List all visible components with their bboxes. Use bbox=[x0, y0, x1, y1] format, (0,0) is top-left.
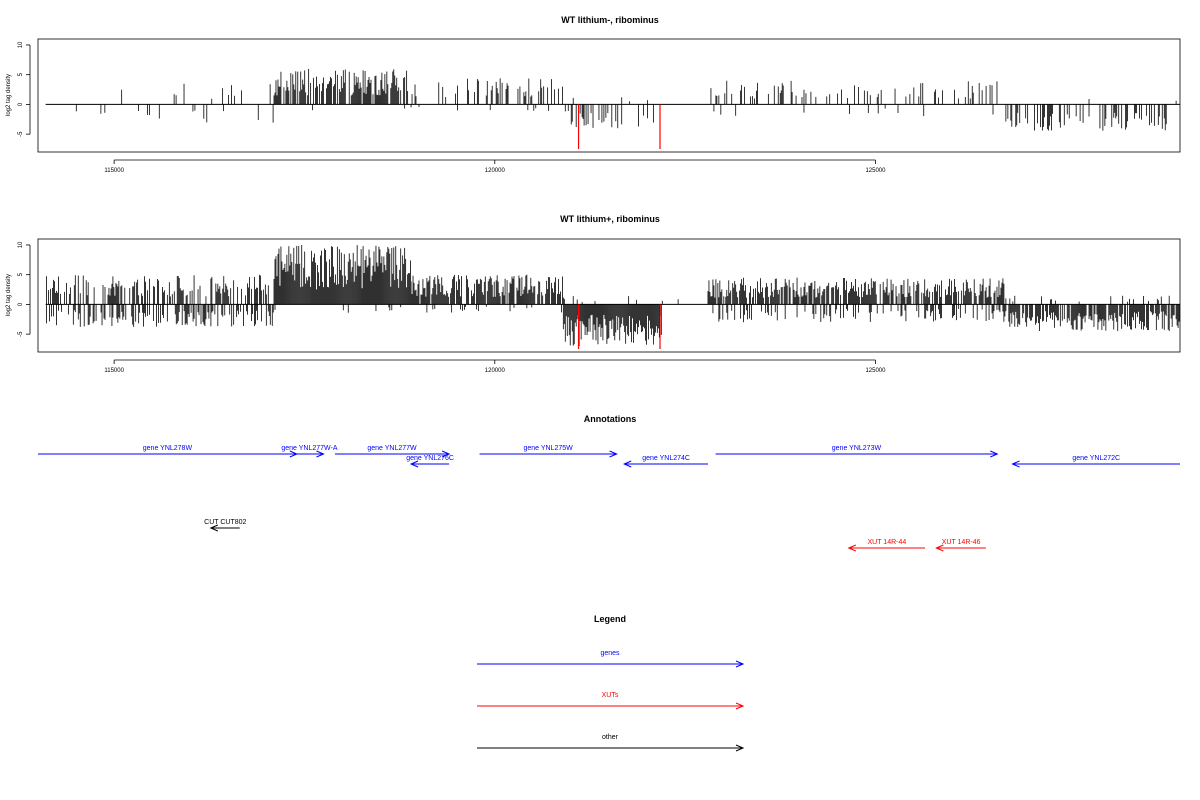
feature-label: gene YNL277W-A bbox=[281, 445, 337, 452]
legend-label: XUTs bbox=[602, 692, 619, 699]
feature-group: gene YNL278W gene YNL277W-A gene YNL277W ge… bbox=[38, 445, 1180, 552]
arrowhead bbox=[735, 702, 745, 710]
arrowhead bbox=[990, 450, 999, 458]
feature-gene: gene YNL272C bbox=[1011, 455, 1180, 468]
arrowhead bbox=[622, 460, 632, 468]
arrowhead bbox=[935, 544, 944, 552]
y-axis-label: log2 tag density bbox=[6, 74, 12, 116]
x-tick-label: 115000 bbox=[104, 368, 124, 374]
x-tick-label: 120000 bbox=[485, 168, 506, 174]
feature-label: CUT CUT802 bbox=[204, 519, 246, 526]
feature-other: CUT CUT802 bbox=[204, 519, 247, 532]
axes: -5 0 5 10 115000 120000 125000 bbox=[18, 41, 886, 174]
feature-xut: XUT 14R-44 bbox=[847, 539, 925, 552]
feature-label: gene YNL277W bbox=[367, 445, 417, 452]
legend-item-xut: XUTs bbox=[477, 692, 745, 710]
track-panel-lithium-plus: WT lithium+, ribominus -5 0 5 10 115000 12000… bbox=[6, 214, 1181, 374]
legend-panel: Legend genes XUTs other bbox=[477, 614, 745, 752]
arrowhead bbox=[847, 544, 857, 552]
axes: -5 0 5 10 115000 120000 125000 bbox=[18, 241, 886, 374]
feature-gene: gene YNL276C bbox=[406, 455, 454, 468]
legend-label: genes bbox=[600, 650, 620, 657]
feature-label: gene YNL272C bbox=[1072, 455, 1120, 462]
plot-frame bbox=[37, 38, 1181, 153]
track-panel-lithium-minus: WT lithium-, ribominus -5 0 5 10 115000 12000… bbox=[6, 15, 1181, 174]
legend-title: Legend bbox=[594, 614, 626, 624]
arrowhead bbox=[1011, 460, 1020, 468]
feature-label: gene YNL278W bbox=[143, 445, 193, 452]
annotations-panel: Annotations gene YNL278W gene YNL277W-A ge… bbox=[38, 414, 1180, 552]
feature-label: gene YNL274C bbox=[642, 455, 690, 462]
x-tick-label: 125000 bbox=[865, 368, 886, 374]
arrowhead bbox=[735, 744, 745, 752]
x-tick-label: 120000 bbox=[485, 368, 506, 374]
y-tick-label: 5 bbox=[18, 272, 24, 276]
y-tick-label: 10 bbox=[18, 41, 24, 48]
x-tick-label: 125000 bbox=[865, 168, 886, 174]
legend-items: genes XUTs other bbox=[477, 650, 745, 752]
y-tick-label: -5 bbox=[18, 131, 24, 137]
feature-label: gene YNL276C bbox=[406, 455, 454, 462]
feature-gene: gene YNL277W-A bbox=[281, 445, 338, 458]
y-tick-label: 0 bbox=[18, 102, 24, 106]
arrowhead bbox=[609, 450, 618, 458]
legend-label: other bbox=[602, 734, 619, 741]
feature-label: XUT 14R-44 bbox=[867, 539, 906, 546]
x-tick-label: 115000 bbox=[104, 168, 124, 174]
feature-label: gene YNL273W bbox=[832, 445, 882, 452]
feature-gene: gene YNL274C bbox=[622, 455, 708, 468]
bar-group bbox=[45, 245, 1180, 350]
y-tick-label: 10 bbox=[18, 241, 24, 248]
y-tick-label: -5 bbox=[18, 331, 24, 337]
y-tick-label: 5 bbox=[18, 72, 24, 76]
bar-group bbox=[45, 68, 1180, 150]
arrowhead bbox=[735, 660, 745, 668]
y-tick-label: 0 bbox=[18, 302, 24, 306]
feature-gene: gene YNL273W bbox=[715, 445, 999, 458]
arrowhead bbox=[409, 460, 419, 468]
feature-gene: gene YNL275W bbox=[479, 445, 618, 458]
legend-item-other: other bbox=[477, 734, 745, 752]
arrowhead bbox=[316, 450, 325, 458]
track-title: WT lithium-, ribominus bbox=[561, 15, 659, 25]
annotations-title: Annotations bbox=[584, 414, 637, 424]
feature-label: XUT 14R-46 bbox=[942, 539, 981, 546]
feature-label: gene YNL275W bbox=[523, 445, 573, 452]
plot-frame bbox=[37, 238, 1181, 353]
track-title: WT lithium+, ribominus bbox=[560, 214, 660, 224]
feature-gene: gene YNL277W bbox=[334, 445, 451, 458]
feature-gene: gene YNL278W bbox=[38, 445, 299, 458]
legend-item-gene: genes bbox=[477, 650, 745, 668]
y-axis-label: log2 tag density bbox=[6, 274, 12, 316]
arrowhead bbox=[441, 450, 451, 458]
feature-xut: XUT 14R-46 bbox=[935, 539, 986, 552]
arrowhead bbox=[209, 524, 219, 532]
